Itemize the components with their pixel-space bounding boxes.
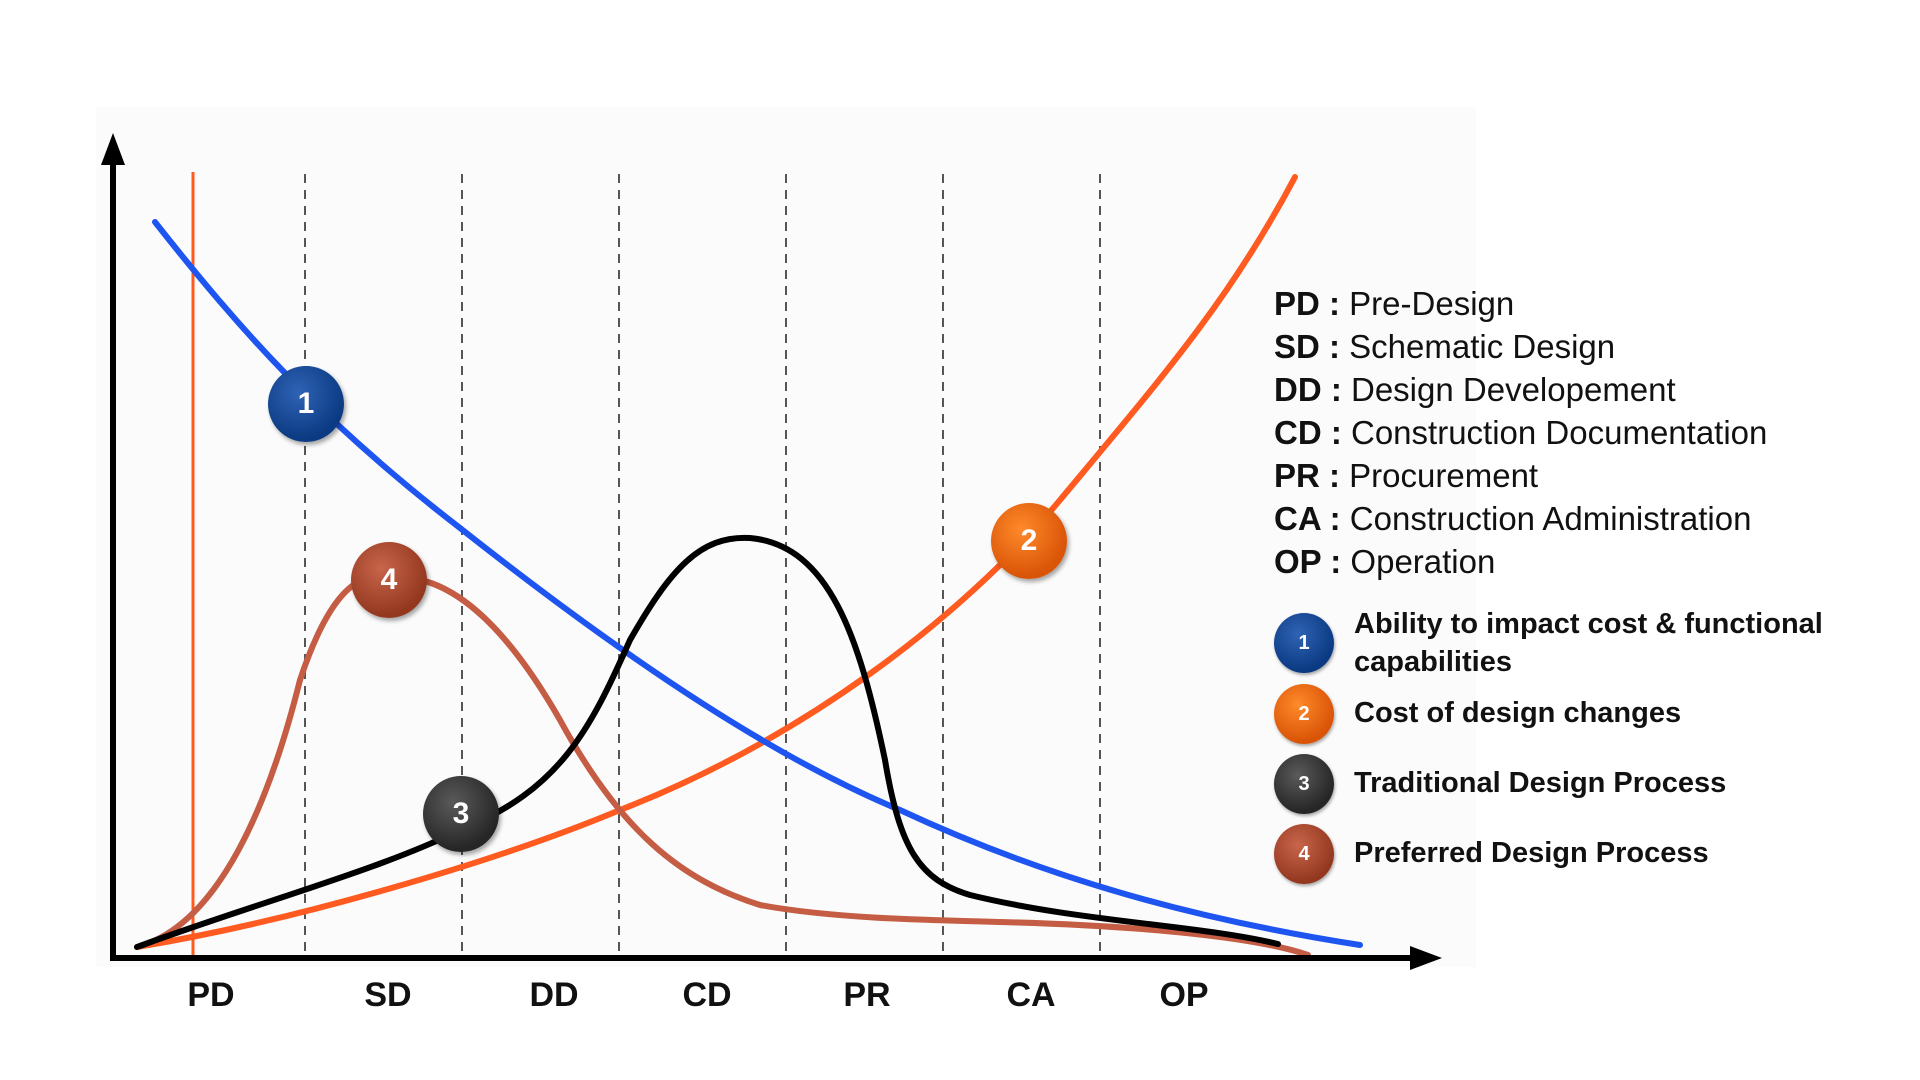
abbreviation-code: CA	[1274, 500, 1321, 537]
legend-label-3: Traditional Design Process	[1354, 767, 1727, 799]
phase-label-cd: CD	[682, 976, 732, 1014]
abbreviation-separator: :	[1319, 457, 1350, 494]
abbreviation-code: DD	[1274, 371, 1322, 408]
abbreviation-row: OP : Operation	[1274, 540, 1914, 583]
abbreviation-separator: :	[1319, 328, 1350, 365]
abbreviation-name: Schematic Design	[1349, 328, 1616, 365]
curve-marker-1: 1	[268, 366, 344, 442]
curve-preferred-design-process	[134, 573, 1311, 958]
curve-marker-4: 4	[351, 542, 427, 618]
legend: PD : Pre-Design SD : Schematic Design DD…	[1274, 282, 1914, 884]
abbreviation-code: CD	[1274, 414, 1322, 451]
legend-key-2: 2 Cost of design changes	[1274, 684, 1874, 744]
phase-label-sd: SD	[364, 976, 412, 1014]
legend-key-4: 4 Preferred Design Process	[1274, 824, 1874, 884]
abbreviation-code: OP	[1274, 543, 1322, 580]
abbreviation-separator: :	[1321, 371, 1351, 408]
legend-badge-3: 3	[1274, 754, 1334, 814]
abbreviation-row: PD : Pre-Design	[1274, 282, 1914, 325]
legend-label-2: Cost of design changes	[1354, 697, 1682, 729]
x-axis-arrow	[1410, 946, 1442, 970]
curve-marker-3: 3	[423, 776, 499, 852]
phase-dividers	[304, 174, 1101, 957]
legend-label-4: Preferred Design Process	[1354, 837, 1709, 869]
phase-label-pd: PD	[187, 976, 235, 1014]
curve-ability-to-impact	[152, 219, 1363, 948]
abbreviation-row: CD : Construction Documentation	[1274, 411, 1914, 454]
abbreviation-name: Construction Documentation	[1351, 414, 1768, 451]
abbreviation-row: PR : Procurement	[1274, 454, 1914, 497]
abbreviation-separator: :	[1321, 414, 1351, 451]
axes	[110, 155, 1420, 961]
legend-badge-1: 1	[1274, 613, 1334, 673]
abbreviation-row: CA : Construction Administration	[1274, 497, 1914, 540]
legend-key-1: 1 Ability to impact cost & functional ca…	[1274, 608, 1874, 681]
phase-label-ca: CA	[1006, 976, 1056, 1014]
abbreviation-name: Procurement	[1349, 457, 1539, 494]
abbreviation-separator: :	[1319, 285, 1350, 322]
y-axis-arrow	[101, 133, 125, 165]
phase-label-op: OP	[1159, 976, 1209, 1014]
abbreviation-row: SD : Schematic Design	[1274, 325, 1914, 368]
legend-label-1: Ability to impact cost & functional capa…	[1354, 608, 1823, 678]
plot-background	[96, 107, 1476, 967]
phase-label-pr: PR	[843, 976, 891, 1014]
abbreviation-separator: :	[1320, 500, 1350, 537]
legend-key-3: 3 Traditional Design Process	[1274, 754, 1874, 814]
abbreviation-separator: :	[1321, 543, 1351, 580]
curve-marker-2: 2	[991, 503, 1067, 579]
abbreviation-code: PD	[1274, 285, 1320, 322]
abbreviation-name: Pre-Design	[1349, 285, 1515, 322]
phase-label-dd: DD	[529, 976, 579, 1014]
abbreviation-code: SD	[1274, 328, 1320, 365]
abbreviation-name: Design Developement	[1351, 371, 1676, 408]
abbreviation-name: Operation	[1350, 543, 1496, 580]
abbreviation-row: DD : Design Developement	[1274, 368, 1914, 411]
legend-badge-4: 4	[1274, 824, 1334, 884]
abbreviation-name: Construction Administration	[1349, 500, 1752, 537]
curve-cost-of-design-changes	[134, 174, 1298, 950]
legend-badge-2: 2	[1274, 684, 1334, 744]
abbreviation-code: PR	[1274, 457, 1320, 494]
